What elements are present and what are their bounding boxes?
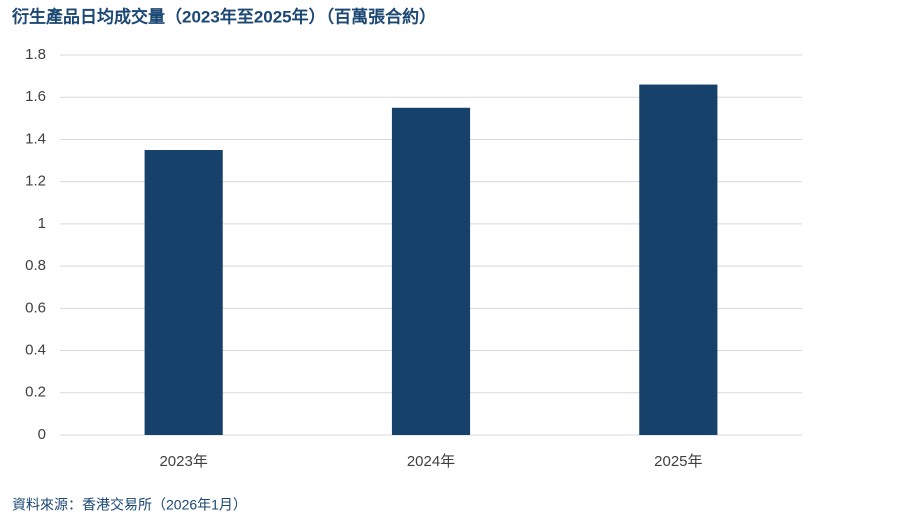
bar — [639, 84, 718, 436]
y-tick-label: 0.8 — [25, 257, 46, 274]
y-tick-label: 1 — [38, 215, 46, 232]
y-tick-label: 1.8 — [25, 46, 46, 63]
x-tick-label: 2023年 — [159, 453, 207, 470]
y-tick-label: 0.2 — [25, 384, 46, 401]
bar — [391, 107, 471, 436]
y-tick-label: 1.6 — [25, 88, 46, 105]
x-tick-label: 2025年 — [654, 453, 702, 470]
chart-title: 衍生產品日均成交量（2023年至2025年）（百萬張合約） — [12, 6, 436, 26]
y-tick-label: 0.6 — [25, 299, 46, 316]
y-tick-label: 1.4 — [25, 130, 46, 147]
x-tick-label: 2024年 — [407, 453, 455, 470]
y-tick-label: 1.2 — [25, 173, 46, 190]
y-tick-label: 0 — [38, 426, 46, 443]
bar — [144, 150, 223, 435]
y-tick-label: 0.4 — [25, 342, 46, 359]
source-note: 資料來源：香港交易所（2026年1月） — [12, 497, 247, 513]
